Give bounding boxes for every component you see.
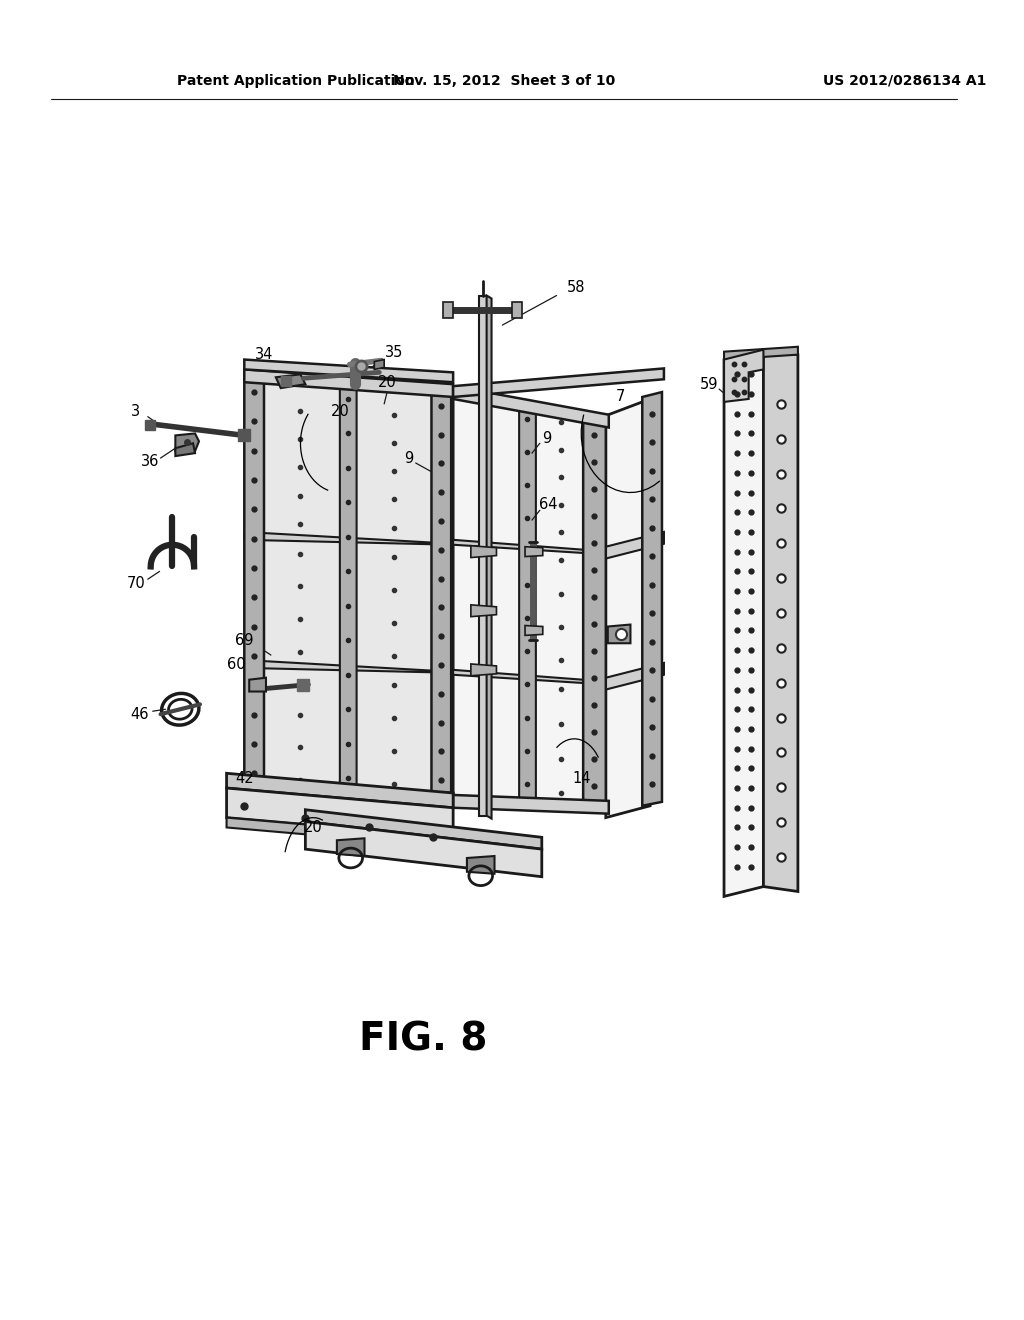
Polygon shape [479,296,486,816]
Text: FIG. 8: FIG. 8 [359,1020,487,1059]
Polygon shape [724,350,764,896]
Polygon shape [724,347,798,359]
Polygon shape [454,795,609,813]
Polygon shape [454,368,664,397]
Text: 60: 60 [227,657,246,672]
Polygon shape [305,821,542,876]
Polygon shape [454,540,609,554]
Polygon shape [226,774,454,808]
Polygon shape [471,545,497,557]
Polygon shape [375,359,384,370]
Polygon shape [454,669,609,685]
Polygon shape [443,302,454,318]
Polygon shape [606,399,650,817]
Polygon shape [583,417,606,805]
Polygon shape [249,677,266,692]
Text: US 2012/0286134 A1: US 2012/0286134 A1 [822,74,986,87]
Text: 9: 9 [404,450,414,466]
Polygon shape [525,546,543,557]
Polygon shape [606,663,664,689]
Text: 34: 34 [255,347,273,362]
Polygon shape [471,605,497,616]
Polygon shape [305,809,542,849]
Text: Nov. 15, 2012  Sheet 3 of 10: Nov. 15, 2012 Sheet 3 of 10 [393,74,615,87]
Text: 42: 42 [234,771,254,785]
Polygon shape [642,392,662,805]
Polygon shape [454,387,609,428]
Text: 58: 58 [567,280,586,296]
Polygon shape [251,375,438,797]
Polygon shape [724,350,764,401]
Polygon shape [275,375,305,388]
Text: 7: 7 [615,388,626,404]
Polygon shape [525,626,543,635]
Polygon shape [340,380,356,797]
Polygon shape [175,444,195,457]
Polygon shape [245,660,454,673]
Text: Patent Application Publication: Patent Application Publication [177,74,415,87]
Text: 14: 14 [572,771,591,785]
Polygon shape [226,788,454,837]
Text: 20: 20 [378,375,396,389]
Polygon shape [175,433,199,451]
Text: 46: 46 [131,706,150,722]
Polygon shape [337,838,365,857]
Polygon shape [245,372,264,793]
Text: 64: 64 [540,496,558,512]
Polygon shape [245,787,454,805]
Text: 3: 3 [131,404,140,420]
Polygon shape [245,532,454,545]
Polygon shape [764,350,798,891]
Polygon shape [512,302,522,318]
Text: 59: 59 [700,376,719,392]
Text: 9: 9 [542,430,551,446]
Polygon shape [606,532,664,558]
Polygon shape [245,359,454,383]
Polygon shape [467,857,495,874]
Text: 20: 20 [331,404,349,420]
Text: 20: 20 [304,820,323,836]
Polygon shape [486,296,492,818]
Polygon shape [454,389,591,808]
Text: 70: 70 [127,576,145,590]
Polygon shape [608,624,631,643]
Polygon shape [471,664,497,676]
Polygon shape [226,817,454,847]
Text: 69: 69 [236,632,254,648]
Polygon shape [431,387,452,797]
Polygon shape [519,400,536,804]
Polygon shape [245,370,454,397]
Text: 36: 36 [140,454,159,469]
Text: 35: 35 [385,345,403,360]
